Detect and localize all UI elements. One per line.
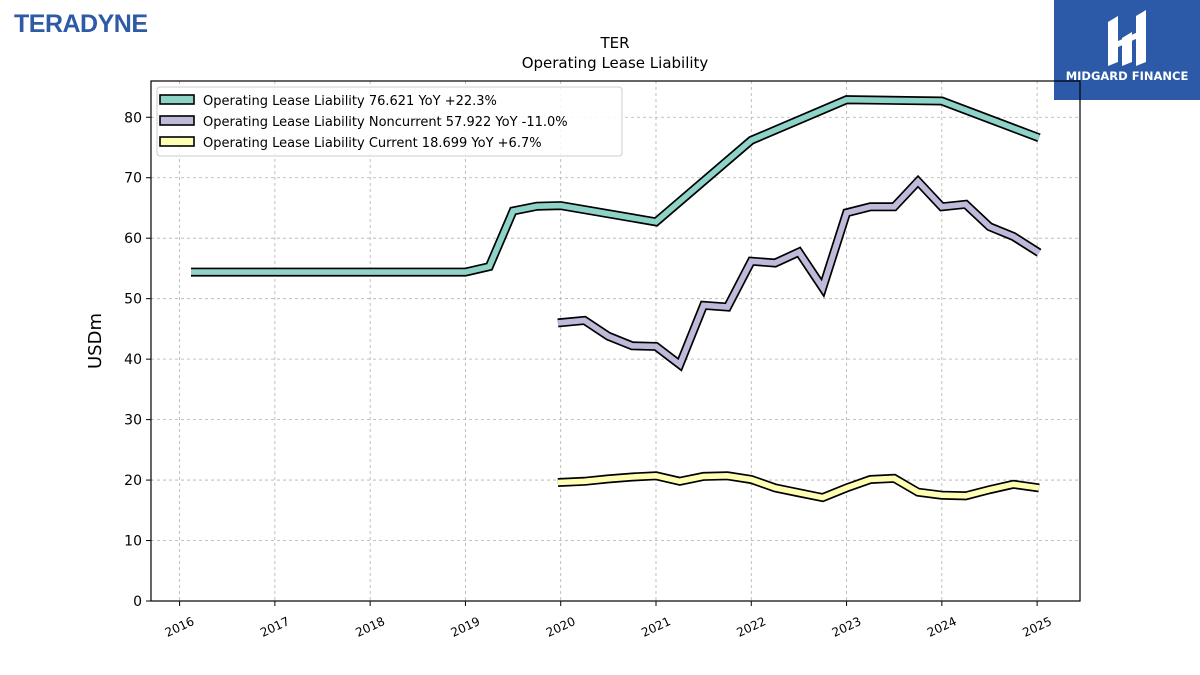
series-line-3 <box>557 472 1040 501</box>
legend-label-1: Operating Lease Liability 76.621 YoY +22… <box>203 94 497 109</box>
x-tick-label: 2024 <box>925 614 959 640</box>
y-tick-label: 10 <box>124 534 142 550</box>
legend-label-2: Operating Lease Liability Noncurrent 57.… <box>203 115 568 130</box>
series-line-2 <box>557 177 1041 370</box>
y-tick-label: 70 <box>124 171 142 187</box>
legend-label-3: Operating Lease Liability Current 18.699… <box>203 136 542 151</box>
chart-title: TER <box>599 34 629 52</box>
y-tick-label: 50 <box>124 292 142 308</box>
y-tick-label: 60 <box>124 231 142 247</box>
y-axis-label: USDm <box>85 313 106 369</box>
midgard-finance-logo: MIDGARD FINANCE <box>1054 0 1200 100</box>
legend: Operating Lease Liability 76.621 YoY +22… <box>156 86 623 157</box>
midgard-logo-mark-icon <box>1108 10 1146 66</box>
x-tick-label: 2019 <box>449 614 483 640</box>
teradyne-logo: TERADYNE <box>14 10 148 38</box>
y-tick-label: 80 <box>124 110 142 126</box>
y-tick-label: 20 <box>124 473 142 489</box>
x-tick-label: 2020 <box>544 614 578 640</box>
legend-swatch-1 <box>159 94 195 105</box>
chart-subtitle: Operating Lease Liability <box>522 54 709 72</box>
publisher-name: MIDGARD FINANCE <box>1065 69 1189 83</box>
series-line-1 <box>191 96 1040 275</box>
legend-box <box>156 86 623 157</box>
legend-swatch-3 <box>159 136 195 147</box>
x-tick-label: 2025 <box>1020 614 1054 640</box>
legend-swatch-2 <box>159 115 195 126</box>
x-tick-label: 2016 <box>163 614 197 640</box>
grid-lines <box>151 81 1080 601</box>
plot-area-frame <box>150 80 1081 602</box>
y-tick-label: 0 <box>133 594 142 610</box>
x-tick-label: 2017 <box>258 614 292 640</box>
y-tick-label: 40 <box>124 352 142 368</box>
series-layer <box>191 95 1042 503</box>
x-tick-label: 2023 <box>830 614 864 640</box>
y-tick-label: 30 <box>124 413 142 429</box>
x-tick-label: 2018 <box>353 614 387 640</box>
x-tick-label: 2022 <box>734 614 768 640</box>
x-tick-label: 2021 <box>639 614 673 640</box>
